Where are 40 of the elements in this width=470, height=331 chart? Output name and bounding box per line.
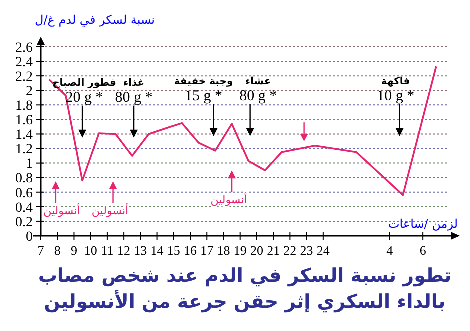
x-tick-label: 7 [38, 243, 45, 258]
annotation: أنسولين [210, 192, 248, 207]
x-tick-label: 13 [134, 243, 148, 258]
x-tick-label: 6 [420, 243, 427, 258]
y-tick-label: 1.6 [16, 114, 33, 129]
x-tick-label: 18 [217, 243, 230, 258]
x-tick-label: 20 [250, 243, 264, 258]
x-tick-label: 11 [101, 243, 114, 258]
y-tick-label: 2 [26, 84, 33, 100]
x-tick-label: 22 [284, 243, 297, 258]
x-tick-label: 23 [300, 243, 314, 258]
x-tick-label: 17 [200, 243, 214, 258]
y-axis-title: نسبة لسكر في لدم غ/ل [35, 13, 156, 27]
x-tick-label: 21 [267, 243, 280, 258]
x-tick-label: 16 [184, 243, 198, 258]
x-axis-title: لزمن /ساعات [388, 217, 458, 231]
y-tick-label: 0.8 [16, 172, 33, 187]
y-tick-label: 0.4 [16, 200, 33, 216]
x-tick-label: 19 [234, 243, 247, 258]
y-tick-label: 0.2 [16, 215, 33, 230]
y-tick-label: 2.6 [16, 40, 33, 56]
x-tick-label: 14 [150, 243, 164, 258]
x-tick-label: 24 [316, 243, 330, 258]
x-tick-label: 8 [54, 243, 61, 258]
x-tick-label: 15 [167, 243, 180, 258]
x-tick-label: 10 [84, 243, 98, 258]
annotation: أنسولين [44, 203, 80, 218]
y-tick-label: 0 [26, 230, 33, 245]
x-tick-label: 9 [70, 243, 78, 258]
y-tick-label: 2.4 [16, 55, 33, 70]
y-tick-label: 0.6 [16, 186, 33, 202]
y-tick-label: 1.2 [16, 142, 33, 158]
y-tick-label: 2.2 [16, 70, 33, 85]
annotation: أنسولين [92, 203, 129, 218]
y-tick-label: 1.4 [16, 128, 33, 144]
x-tick-label: 12 [118, 243, 131, 258]
text: تطور نسبة السكر في الدم عند شخص مصاب بالداء السكري إثر حقن جرعة من الأنسولين [38, 265, 452, 313]
y-tick-label: 1.8 [16, 99, 33, 114]
x-tick-label: 4 [386, 243, 394, 258]
y-tick-label: 1 [26, 157, 33, 172]
